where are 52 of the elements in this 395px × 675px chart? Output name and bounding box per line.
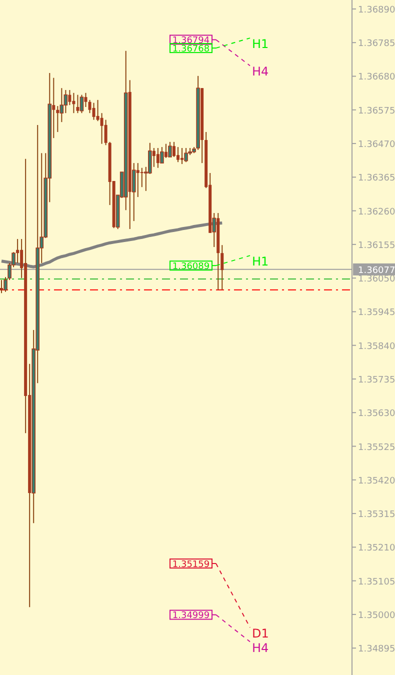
candlestick <box>136 162 140 198</box>
candlestick <box>172 141 176 158</box>
y-tick-label: 1.35630 <box>358 409 395 420</box>
candlestick <box>84 92 88 108</box>
annotation: H1 <box>252 37 269 52</box>
ref-line-label: 1.36077 <box>358 266 395 276</box>
y-tick-label: 1.36365 <box>358 174 395 184</box>
candlestick <box>184 148 188 163</box>
candlestick <box>68 90 72 106</box>
candlestick <box>96 99 100 122</box>
candlestick <box>0 279 4 294</box>
candlestick <box>180 148 184 165</box>
y-tick-label: 1.34895 <box>358 644 395 655</box>
annotation: D1 <box>252 626 269 641</box>
y-tick-label: 1.35315 <box>358 510 395 520</box>
y-tick-label: 1.35420 <box>358 476 395 486</box>
candlestick <box>160 146 164 164</box>
y-tick-label: 1.36260 <box>358 207 395 218</box>
annotation: H4 <box>252 640 269 655</box>
ref-line-label: 1.36768 <box>172 44 210 54</box>
y-tick-label: 1.35525 <box>358 442 395 453</box>
y-tick-label: 1.36785 <box>358 39 395 50</box>
y-tick-label: 1.36470 <box>358 140 395 150</box>
annotation: H4 <box>252 64 269 79</box>
y-tick-label: 1.35945 <box>358 308 395 318</box>
ref-line-label: 1.34999 <box>172 611 210 622</box>
candlestick <box>56 106 60 132</box>
ref-line-label: 1.35159 <box>172 560 210 570</box>
y-tick-label: 1.36680 <box>358 72 395 83</box>
candlestick <box>88 99 92 114</box>
candlestick <box>64 90 68 114</box>
y-tick-label: 1.36575 <box>358 106 395 116</box>
candlestick <box>104 119 108 146</box>
candlestick <box>100 112 104 144</box>
annotation: H1 <box>252 254 269 269</box>
ref-line-label: 1.36089 <box>172 262 210 272</box>
candlestick <box>168 141 172 158</box>
candlestick <box>220 244 224 290</box>
y-tick-label: 1.36890 <box>358 5 395 16</box>
y-tick-label: 1.35000 <box>358 610 395 621</box>
candlestick <box>80 94 84 114</box>
y-tick-label: 1.35840 <box>358 342 395 352</box>
candlestick <box>176 146 180 163</box>
y-tick-label: 1.35105 <box>358 577 395 588</box>
y-tick-label: 1.36050 <box>358 274 395 285</box>
candlestick <box>60 88 64 123</box>
y-tick-label: 1.35735 <box>358 375 395 386</box>
y-tick-label: 1.36155 <box>358 240 395 251</box>
candlestick <box>92 102 96 120</box>
y-tick-label: 1.35210 <box>358 544 395 554</box>
candlestick <box>72 92 76 114</box>
candlestick <box>76 94 80 114</box>
